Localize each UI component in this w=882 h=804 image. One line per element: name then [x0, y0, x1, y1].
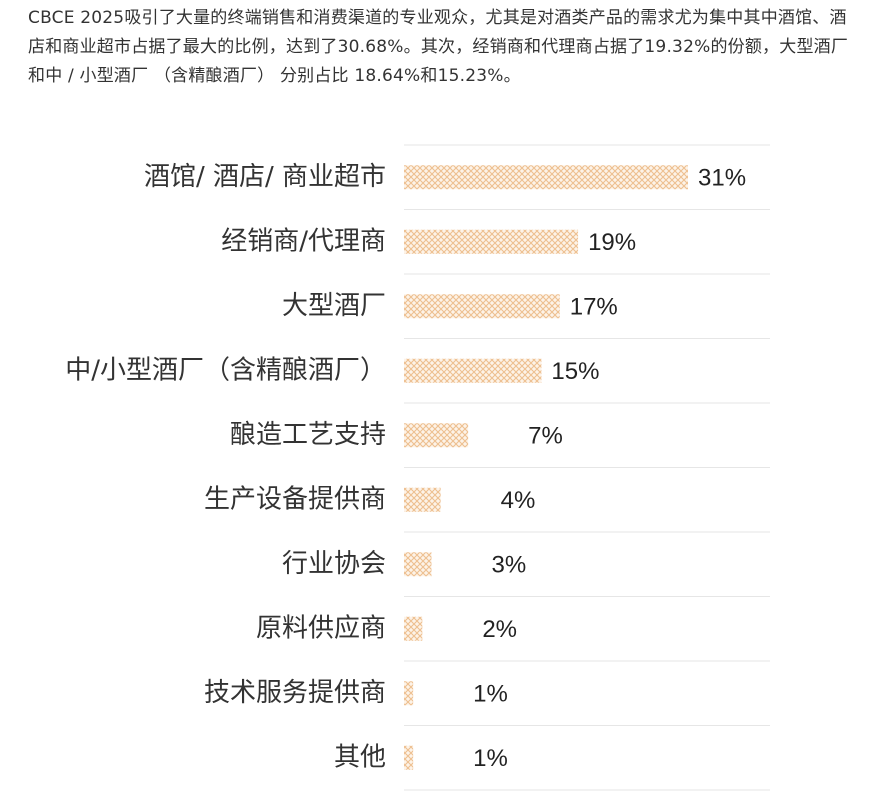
bar: [404, 229, 579, 254]
value-label: 17%: [570, 294, 618, 321]
value-label: 19%: [588, 229, 636, 256]
category-label: 生产设备提供商: [204, 484, 386, 514]
value-label: 1%: [473, 681, 508, 708]
category-label: 行业协会: [282, 549, 386, 579]
value-label: 4%: [501, 487, 536, 514]
bar: [404, 552, 432, 577]
category-label: 其他: [334, 742, 386, 772]
bar: [404, 165, 688, 190]
bar: [404, 358, 542, 383]
value-label: 15%: [551, 358, 599, 385]
value-label: 7%: [528, 423, 563, 450]
bar: [404, 745, 414, 770]
bar: [404, 487, 441, 512]
category-label: 酿造工艺支持: [230, 420, 386, 450]
bar: [404, 423, 469, 448]
category-label: 技术服务提供商: [204, 678, 386, 708]
category-label: 大型酒厂: [282, 291, 386, 321]
category-label: 酒馆/ 酒店/ 商业超市: [144, 162, 386, 192]
intro-paragraph: CBCE 2025吸引了大量的终端销售和消费渠道的专业观众，尤其是对酒类产品的需…: [28, 8, 849, 86]
bar: [404, 294, 560, 319]
value-label: 2%: [482, 616, 517, 643]
value-label: 1%: [473, 745, 508, 772]
value-label: 31%: [698, 165, 746, 192]
value-label: 3%: [491, 552, 526, 579]
category-label: 经销商/代理商: [221, 226, 386, 256]
bar: [404, 681, 414, 706]
bar: [404, 616, 423, 641]
category-label: 中/小型酒厂（含精酿酒厂）: [65, 355, 386, 385]
category-label: 原料供应商: [256, 613, 386, 643]
